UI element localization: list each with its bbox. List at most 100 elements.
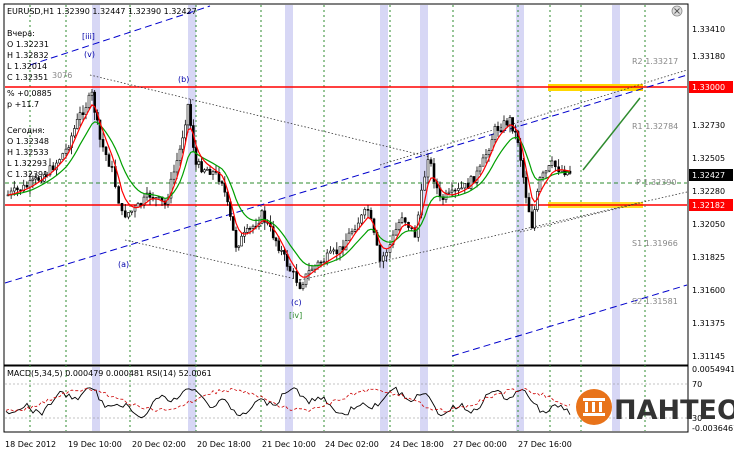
candle-body bbox=[248, 227, 252, 230]
candle-body bbox=[496, 125, 500, 131]
candle-body bbox=[304, 273, 308, 285]
candle-body bbox=[310, 268, 314, 272]
time-label-4: 20 Dec 18:00 bbox=[197, 440, 251, 449]
candle-body bbox=[385, 252, 388, 257]
candle-body bbox=[403, 217, 407, 223]
candle-body bbox=[283, 250, 286, 255]
candle-body bbox=[432, 163, 436, 182]
panteon-wordmark: ПАНТЕОН bbox=[614, 395, 734, 426]
candle-body bbox=[423, 176, 427, 191]
candle-body bbox=[541, 172, 545, 178]
candle-body bbox=[200, 161, 203, 173]
candle-body bbox=[237, 245, 241, 248]
macd-line bbox=[5, 386, 571, 419]
candle-body bbox=[260, 210, 264, 224]
s2-label: S2 1.31581 bbox=[632, 297, 678, 306]
candle-body bbox=[322, 261, 326, 263]
candle-body bbox=[117, 186, 120, 204]
price-tag-resistance-text: 1.33000 bbox=[692, 83, 725, 92]
candle-body bbox=[530, 211, 534, 229]
candle-body bbox=[189, 104, 192, 126]
price-tick-8: 1.31600 bbox=[692, 286, 725, 295]
candle-body bbox=[186, 104, 190, 126]
candle-body bbox=[484, 154, 488, 159]
today-open: O 1.32348 bbox=[7, 137, 49, 146]
candle-body bbox=[127, 212, 130, 218]
candle-body bbox=[16, 187, 19, 191]
candle-body bbox=[280, 250, 283, 252]
candle-body bbox=[544, 170, 548, 174]
candle-body bbox=[234, 230, 238, 248]
candle-body bbox=[447, 191, 451, 194]
candle-body bbox=[73, 128, 76, 137]
candle-body bbox=[208, 168, 212, 175]
vertical-grid bbox=[29, 5, 646, 431]
candle-body bbox=[120, 203, 124, 212]
candle-body bbox=[554, 160, 557, 168]
yesterday-close: C 1.32351 bbox=[7, 73, 48, 82]
candle-body bbox=[369, 210, 373, 220]
yesterday-title: Вчера: bbox=[7, 29, 35, 38]
yesterday-open: O 1.32231 bbox=[7, 40, 49, 49]
candle-body bbox=[240, 235, 243, 247]
candle-body bbox=[184, 124, 187, 139]
rsi-line bbox=[5, 387, 571, 413]
candle-body bbox=[400, 217, 404, 223]
channel-lines[interactable] bbox=[4, 5, 688, 357]
candle-body bbox=[28, 180, 32, 188]
wave-label-b: (b) bbox=[178, 75, 189, 84]
candle-body bbox=[292, 270, 295, 273]
yesterday-high: H 1.32832 bbox=[7, 51, 49, 60]
trend-lines[interactable] bbox=[89, 69, 688, 281]
candle-body bbox=[350, 231, 354, 234]
s1-label: S1 1.31966 bbox=[632, 239, 678, 248]
candle-body bbox=[51, 165, 55, 171]
candle-body bbox=[329, 250, 332, 254]
candle-body bbox=[426, 159, 430, 178]
price-tag-support: 1.32182 bbox=[689, 199, 733, 211]
chart-close-icon[interactable] bbox=[671, 5, 683, 17]
yesterday-low: L 1.32014 bbox=[7, 62, 47, 71]
time-label-2: 19 Dec 10:00 bbox=[68, 440, 122, 449]
candle-body bbox=[463, 183, 467, 189]
candle-body bbox=[110, 166, 114, 168]
candle-body bbox=[78, 112, 82, 120]
candle-body bbox=[527, 197, 531, 213]
candle-body bbox=[101, 139, 105, 148]
indicator-axis-top: 0.0054941 bbox=[692, 365, 734, 374]
candle-body bbox=[514, 130, 517, 133]
price-tick-3: 1.32730 bbox=[692, 121, 725, 130]
candle-body bbox=[557, 166, 560, 173]
candle-body bbox=[58, 159, 61, 164]
candle-body bbox=[220, 181, 224, 184]
candle-body bbox=[197, 161, 201, 165]
price-tick-10: 1.31145 bbox=[692, 352, 725, 361]
time-label-3: 20 Dec 02:00 bbox=[132, 440, 186, 449]
candle-body bbox=[194, 147, 198, 165]
today-low: L 1.32293 bbox=[7, 159, 47, 168]
candle-body bbox=[98, 119, 102, 140]
wave-label-a: (a) bbox=[118, 260, 129, 269]
candle-body bbox=[34, 177, 38, 180]
time-label-6: 24 Dec 02:00 bbox=[325, 440, 379, 449]
candle-body bbox=[499, 130, 503, 132]
candle-body bbox=[487, 150, 491, 155]
price-tick-7: 1.31825 bbox=[692, 253, 725, 262]
candle-body bbox=[413, 227, 417, 238]
indicator-axis-70: 70 bbox=[692, 380, 702, 389]
candle-body bbox=[139, 203, 143, 206]
wave-label-v: (v) bbox=[84, 50, 95, 59]
candle-body bbox=[301, 284, 305, 289]
candle-body bbox=[363, 209, 367, 216]
candle-body bbox=[148, 192, 152, 198]
time-label-9: 27 Dec 16:00 bbox=[518, 440, 572, 449]
candle-body bbox=[394, 229, 398, 236]
ema-fast-line bbox=[7, 103, 571, 278]
indicator-axis-30: 30 bbox=[692, 414, 702, 423]
candle-body bbox=[547, 165, 551, 172]
candle-body bbox=[550, 160, 554, 166]
candle-body bbox=[469, 176, 473, 189]
price-tag-current-text: 1.32427 bbox=[692, 171, 725, 180]
